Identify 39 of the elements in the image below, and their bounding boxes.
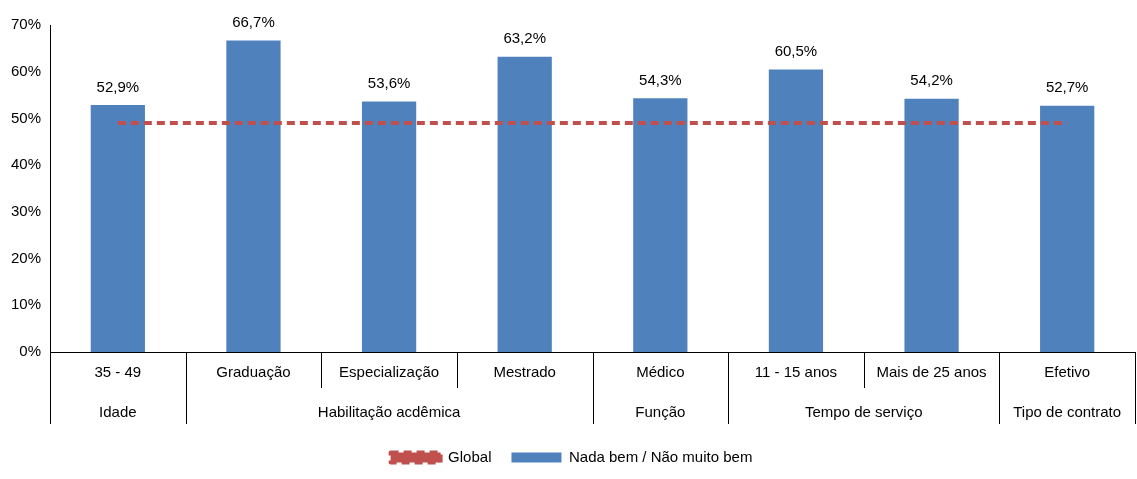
y-tick-label: 50% [10, 108, 42, 126]
legend-label: Global [448, 447, 492, 465]
text: Função [635, 403, 686, 421]
y-tick-label: 20% [10, 248, 42, 266]
bar [361, 101, 417, 352]
text: Habilitação acdêmica [317, 403, 462, 421]
y-tick-label: 10% [10, 295, 42, 313]
data-label: 60,5% [774, 42, 818, 60]
bar [904, 98, 959, 352]
data-label: 52,7% [1045, 78, 1089, 96]
text: Tipo de contrato [1013, 403, 1122, 421]
y-tick-label: 70% [10, 15, 42, 33]
bar [90, 104, 145, 352]
bar [226, 40, 281, 352]
x-tick-label: Efetivo [1044, 363, 1091, 381]
data-label: 63,2% [503, 29, 546, 47]
data-label: 53,6% [367, 74, 411, 92]
data-label: 54,2% [910, 71, 953, 89]
x-tick-label: Mais de 25 anos [876, 363, 987, 381]
y-tick-label: 30% [10, 202, 42, 219]
bar [633, 98, 688, 352]
data-label: 66,7% [232, 13, 275, 31]
bar [497, 56, 552, 352]
x-tick-label: Mestrado [493, 363, 556, 381]
y-tick-label: 60% [10, 61, 42, 79]
bar [768, 69, 824, 352]
text: Idade [99, 403, 137, 421]
text: Tempo de serviço [804, 403, 923, 421]
y-tick-label: 0% [19, 342, 42, 360]
x-tick-label: Especialização [339, 363, 440, 381]
x-tick-label: 11 - 15 anos [754, 363, 838, 381]
x-tick-label: Graduação [216, 363, 291, 381]
legend-label: Nada bem / Não muito bem [568, 447, 753, 465]
x-tick-label: Médico [636, 363, 685, 381]
data-label: 52,9% [96, 77, 140, 95]
y-tick-label: 40% [10, 155, 42, 173]
x-tick-label: 35 - 49 [94, 363, 142, 381]
data-label: 54,3% [639, 70, 682, 88]
bar [1040, 105, 1095, 352]
